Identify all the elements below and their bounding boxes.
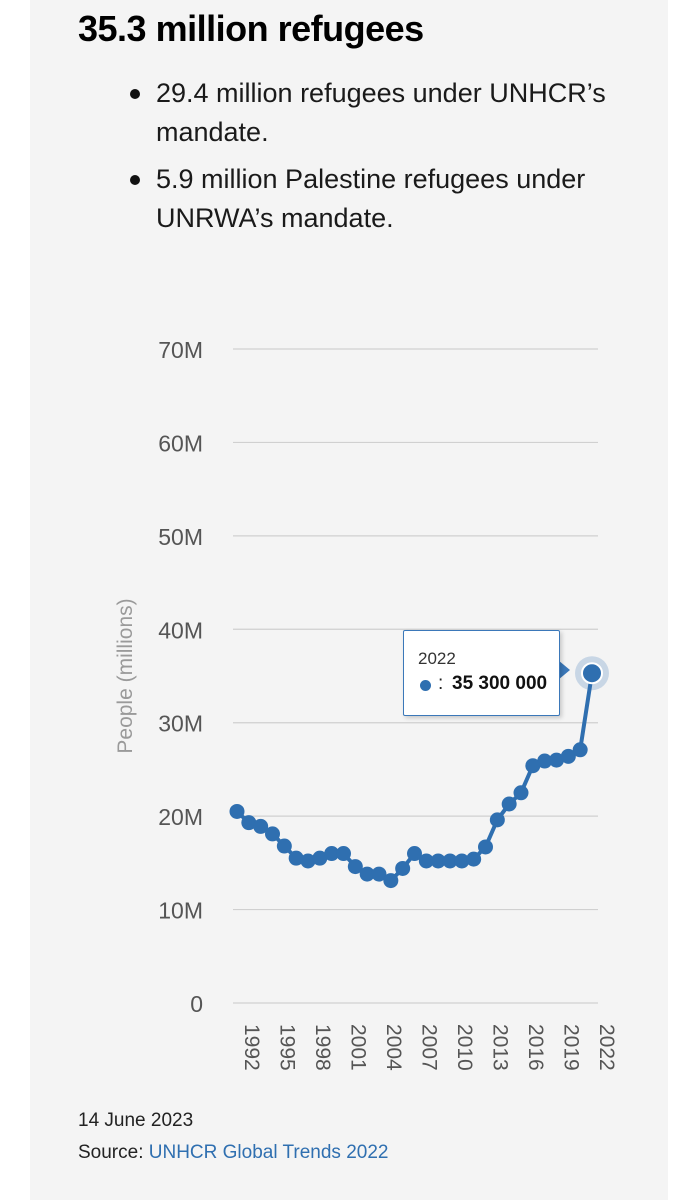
data-point bbox=[549, 752, 564, 768]
data-point bbox=[442, 853, 458, 869]
data-point bbox=[454, 853, 470, 869]
data-point bbox=[537, 753, 553, 769]
data-point bbox=[324, 846, 340, 862]
x-tick-label: 1995 bbox=[276, 1024, 299, 1071]
source-link[interactable]: UNHCR Global Trends 2022 bbox=[148, 1142, 389, 1163]
x-tick-label: 2016 bbox=[524, 1024, 547, 1071]
bullet-icon bbox=[130, 175, 140, 185]
source-line: Source: UNHCR Global Trends 2022 bbox=[78, 1142, 388, 1164]
x-tick-label: 2019 bbox=[560, 1024, 583, 1071]
data-point bbox=[560, 748, 576, 764]
data-point bbox=[276, 838, 292, 854]
tooltip-arrow bbox=[558, 660, 570, 680]
source-label: Source: bbox=[78, 1142, 144, 1163]
summary-list: 29.4 million refugees under UNHCR’s mand… bbox=[130, 74, 650, 246]
page-title: 35.3 million refugees bbox=[78, 8, 424, 49]
data-point bbox=[581, 662, 603, 685]
data-point bbox=[572, 742, 588, 758]
data-point bbox=[478, 839, 493, 855]
x-tick-label: 1992 bbox=[240, 1024, 263, 1071]
data-point bbox=[253, 818, 269, 834]
x-tick-label: 2007 bbox=[418, 1024, 441, 1071]
content-panel bbox=[30, 0, 668, 1200]
data-point bbox=[525, 758, 541, 774]
x-tick-label: 2022 bbox=[595, 1024, 618, 1071]
y-axis-title: People (millions) bbox=[114, 598, 137, 753]
tooltip-value: 35 300 000 bbox=[452, 673, 548, 694]
data-point bbox=[288, 850, 304, 866]
y-tick-label: 70M bbox=[158, 337, 203, 363]
bullet-text: 5.9 million Palestine refugees under UNR… bbox=[156, 164, 586, 233]
data-point bbox=[336, 846, 351, 862]
tooltip-year: 2022 bbox=[418, 649, 456, 668]
bullet-item-unrwa: 5.9 million Palestine refugees under UNR… bbox=[130, 160, 650, 238]
data-point bbox=[501, 796, 517, 812]
data-point bbox=[395, 860, 411, 876]
x-tick-label: 2001 bbox=[347, 1024, 370, 1071]
data-point bbox=[300, 853, 316, 869]
series-marker-icon bbox=[420, 680, 431, 691]
data-point bbox=[430, 853, 446, 869]
bullet-text: 29.4 million refugees under UNHCR’s mand… bbox=[156, 78, 606, 147]
data-point bbox=[383, 873, 399, 889]
data-point bbox=[359, 866, 375, 882]
x-tick-label: 2010 bbox=[453, 1024, 476, 1071]
tooltip-separator: : bbox=[438, 673, 444, 694]
data-point bbox=[265, 826, 280, 842]
data-point bbox=[371, 866, 387, 882]
data-point bbox=[347, 859, 363, 875]
y-tick-label: 60M bbox=[158, 430, 203, 456]
x-tick-label: 2004 bbox=[382, 1024, 405, 1071]
y-tick-label: 40M bbox=[158, 617, 203, 643]
data-point bbox=[489, 812, 505, 828]
bullet-icon bbox=[130, 89, 140, 99]
y-tick-label: 10M bbox=[158, 898, 203, 924]
y-tick-label: 0 bbox=[190, 991, 203, 1017]
data-point bbox=[312, 850, 328, 866]
data-point bbox=[466, 851, 482, 867]
y-tick-label: 20M bbox=[158, 804, 203, 830]
y-tick-label: 50M bbox=[158, 524, 203, 550]
data-point bbox=[513, 785, 529, 801]
data-point bbox=[229, 803, 245, 819]
y-tick-label: 30M bbox=[158, 711, 203, 737]
publish-date: 14 June 2023 bbox=[78, 1110, 194, 1131]
data-point bbox=[241, 815, 257, 831]
refugee-line-chart: 0 10M 20M 30M 40M 50M 60M 70M People (millions) 1… bbox=[114, 337, 618, 1071]
x-tick-label: 2013 bbox=[489, 1024, 512, 1071]
bullet-item-unhcr: 29.4 million refugees under UNHCR’s mand… bbox=[130, 74, 650, 152]
data-tooltip: 2022 : 35 300 000 bbox=[403, 630, 560, 716]
x-tick-label: 1998 bbox=[311, 1024, 334, 1071]
data-point bbox=[407, 846, 422, 862]
data-point bbox=[418, 853, 434, 869]
